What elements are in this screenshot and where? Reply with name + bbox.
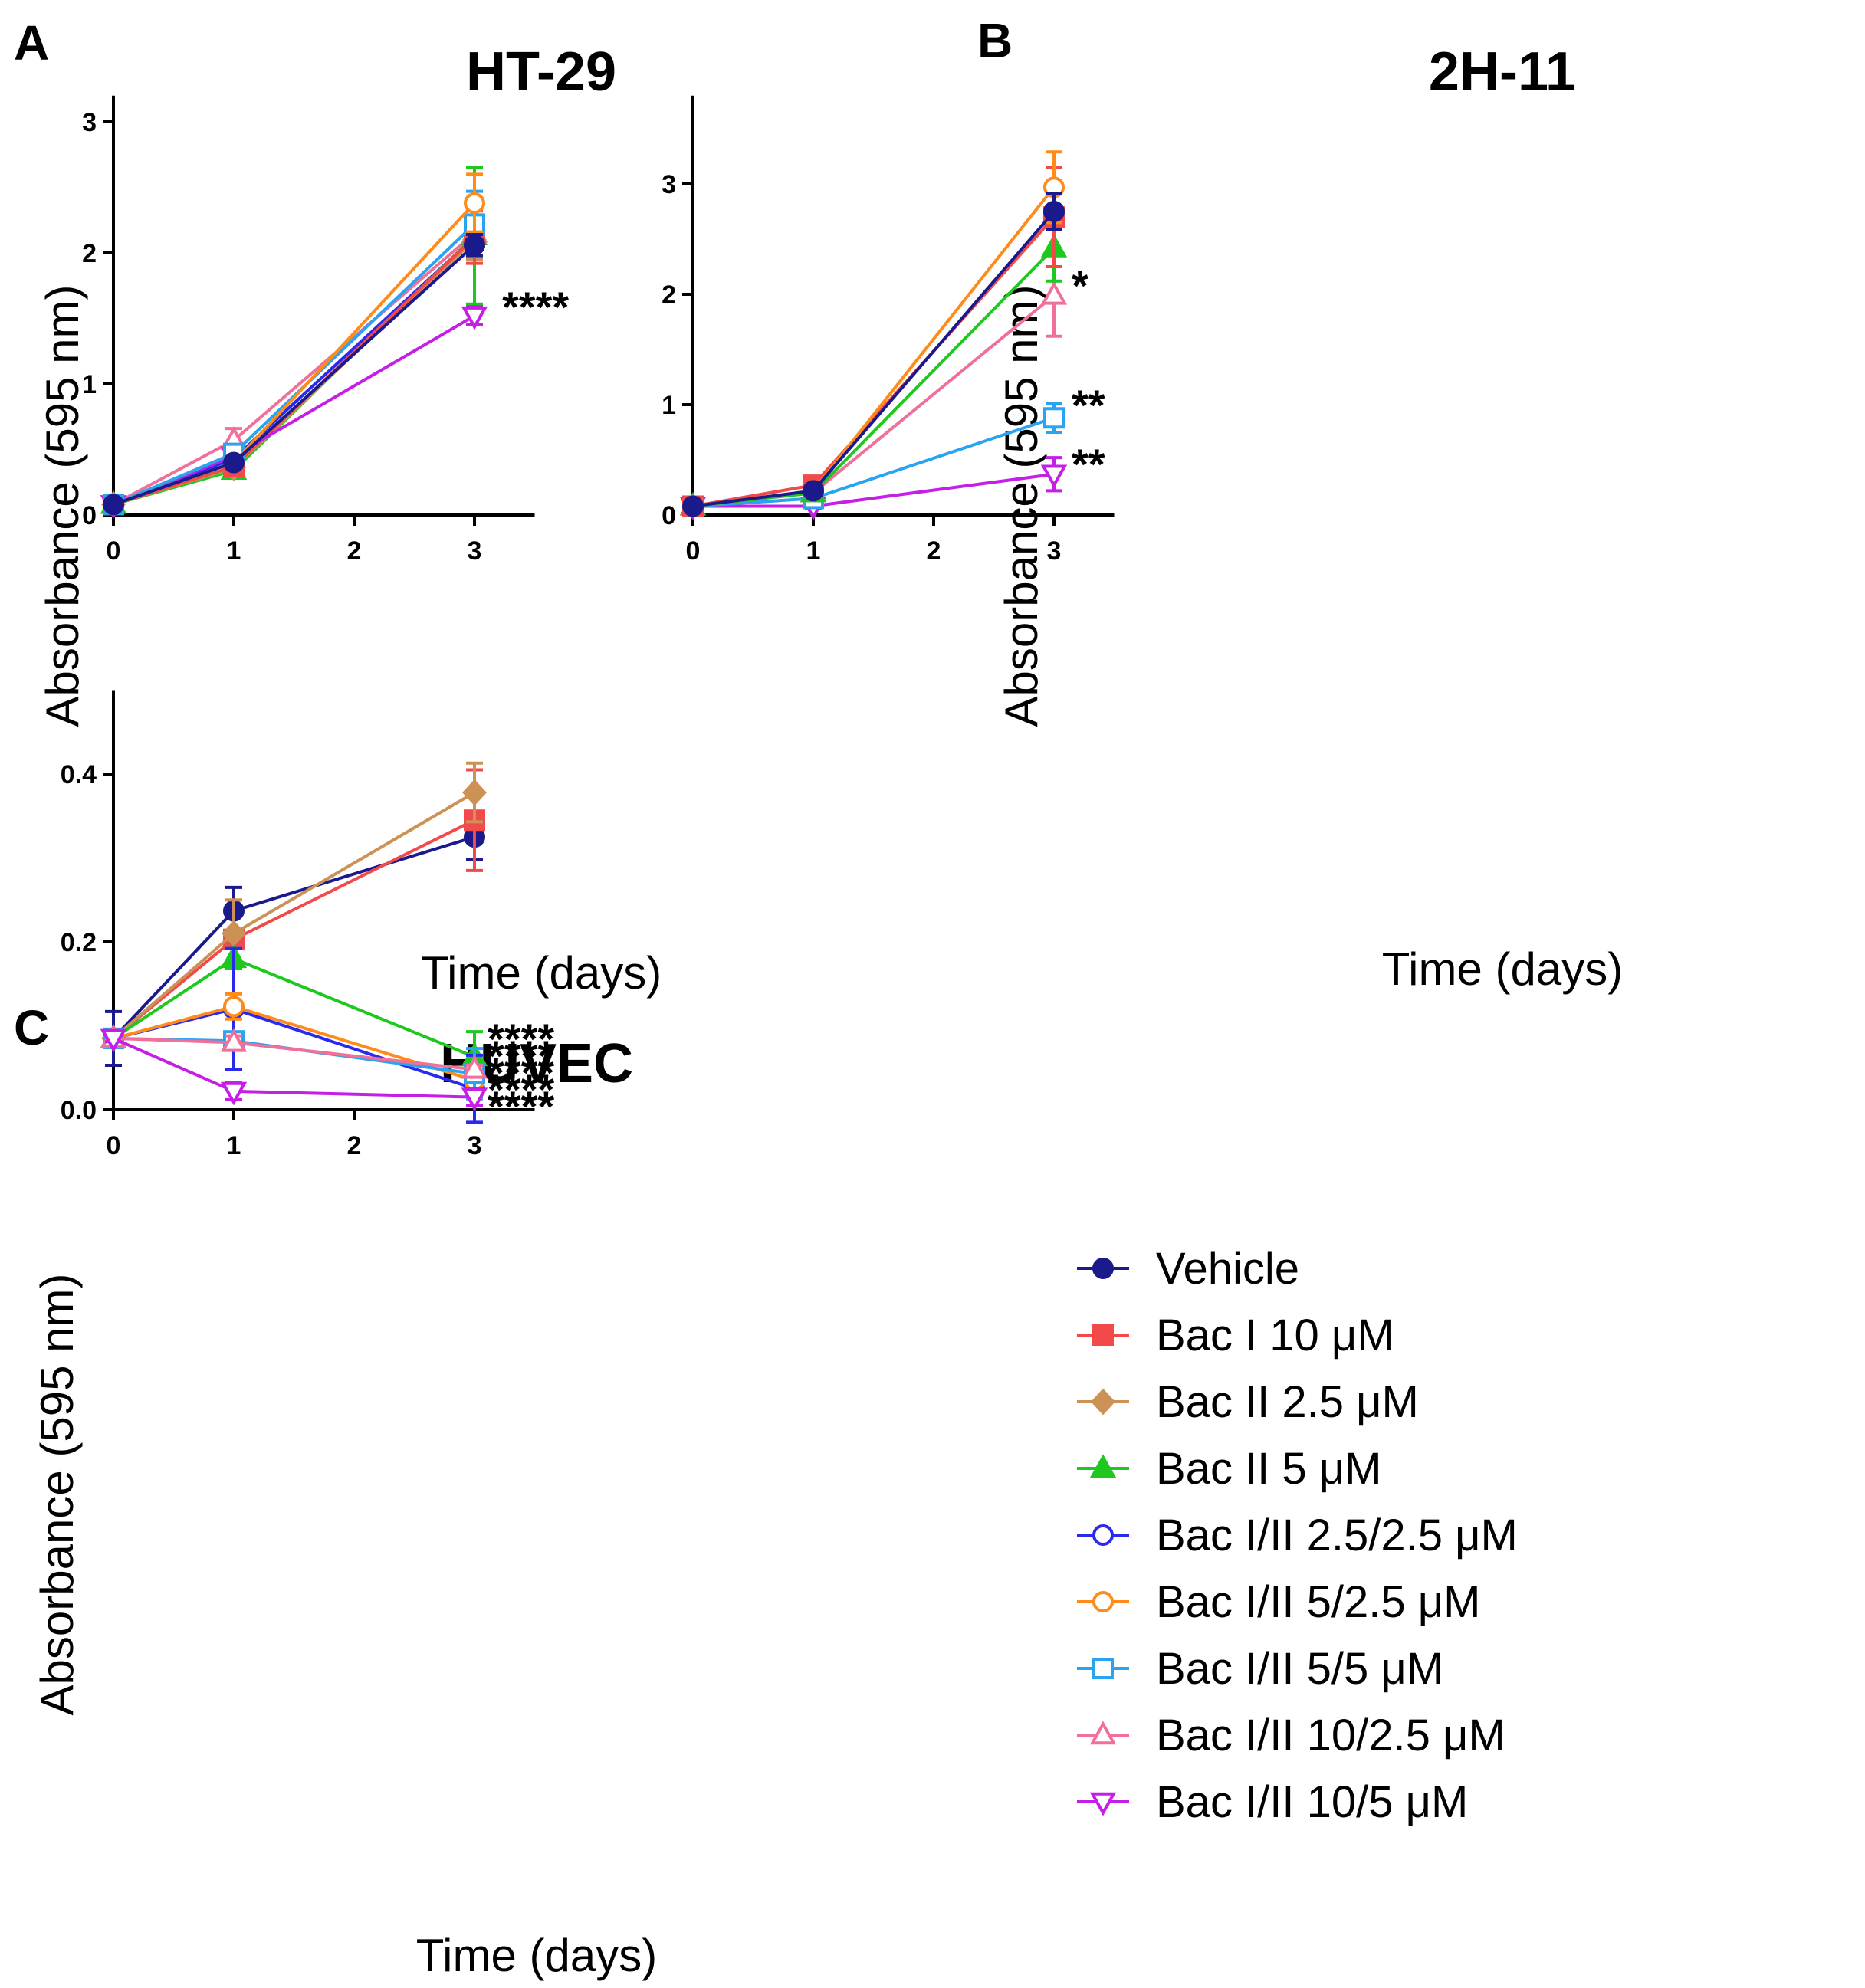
panel-b-chart: B 2H-11 Time (days) Absorbance (595 nm) … bbox=[662, 13, 1623, 995]
panel-c-chart: C HUVEC Time (days) Absorbance (595 nm) … bbox=[14, 690, 657, 1981]
panel-b-y-tick-label: 2 bbox=[662, 280, 676, 310]
panel-b-significance-2: ** bbox=[1072, 381, 1105, 429]
panel-c-y-axis-label: Absorbance (595 nm) bbox=[31, 1274, 83, 1716]
legend-item-bac-ii-2-5-um: Bac II 2.5 μM bbox=[1077, 1377, 1419, 1427]
panel-c-y-tick-label: 0.0 bbox=[61, 1096, 97, 1125]
legend-item-bac-i-ii-5-5-um: Bac I/II 5/5 μM bbox=[1077, 1644, 1443, 1694]
data-point bbox=[1040, 280, 1068, 305]
data-point bbox=[220, 1028, 248, 1052]
legend-label: Bac II 5 μM bbox=[1156, 1444, 1382, 1494]
panel-c-significance-5: **** bbox=[488, 1082, 554, 1130]
data-point bbox=[462, 779, 487, 806]
panel-b-y-tick-label: 0 bbox=[662, 501, 676, 530]
legend-item-vehicle: Vehicle bbox=[1077, 1244, 1299, 1294]
data-point bbox=[1040, 464, 1068, 489]
panel-c-significance-3: **** bbox=[488, 1048, 554, 1097]
panel-b-significance-1: * bbox=[1072, 261, 1088, 310]
legend-item-bac-i-10-um: Bac I 10 μM bbox=[1077, 1311, 1394, 1360]
data-point bbox=[464, 192, 485, 215]
panel-a-y-tick-label: 1 bbox=[82, 370, 97, 399]
data-point bbox=[682, 495, 704, 517]
panel-a-series-vehicle bbox=[103, 233, 485, 516]
panel-b-x-tick-label: 0 bbox=[686, 536, 701, 566]
data-point bbox=[100, 1028, 127, 1053]
legend-item-bac-i-ii-10-5-um: Bac I/II 10/5 μM bbox=[1077, 1777, 1468, 1827]
legend-label: Bac II 2.5 μM bbox=[1156, 1377, 1419, 1427]
panel-a-x-axis-label: Time (days) bbox=[421, 947, 662, 999]
panel-b-series-vehicle bbox=[682, 192, 1065, 517]
data-point bbox=[223, 451, 245, 474]
panel-b-y-tick-label: 1 bbox=[662, 391, 676, 420]
legend-marker bbox=[1092, 1524, 1114, 1546]
panel-c-x-axis-label: Time (days) bbox=[416, 1930, 657, 1981]
data-point bbox=[803, 480, 824, 502]
legend-marker bbox=[1092, 1591, 1114, 1612]
panel-a-letter: A bbox=[14, 15, 49, 71]
panel-a-title: HT-29 bbox=[466, 41, 616, 103]
legend-item-bac-i-ii-5-2-5-um: Bac I/II 5/2.5 μM bbox=[1077, 1577, 1480, 1627]
legend: Vehicle Bac I 10 μM Bac II 2.5 μM Bac II 5 … bbox=[1077, 1244, 1518, 1827]
data-point bbox=[461, 306, 488, 330]
panel-c-significance-2: **** bbox=[488, 1032, 554, 1080]
legend-label: Bac I/II 2.5/2.5 μM bbox=[1156, 1511, 1518, 1560]
legend-marker bbox=[1092, 1324, 1114, 1346]
panel-b-y-axis-label: Absorbance (595 nm) bbox=[996, 285, 1047, 727]
panel-b-x-tick-label: 3 bbox=[1047, 536, 1062, 566]
panel-a-y-axis-label: Absorbance (595 nm) bbox=[37, 285, 88, 727]
data-point bbox=[461, 1055, 488, 1079]
panel-a-significance-1: **** bbox=[502, 283, 569, 331]
panel-a-x-tick-label: 0 bbox=[107, 536, 121, 566]
panel-c-x-tick-label: 0 bbox=[107, 1131, 121, 1160]
data-point bbox=[1043, 201, 1065, 222]
data-point bbox=[220, 1081, 248, 1106]
panel-a-x-tick-label: 1 bbox=[227, 536, 241, 566]
data-point bbox=[223, 996, 245, 1018]
legend-label: Bac I/II 10/5 μM bbox=[1156, 1777, 1468, 1827]
panel-a-y-tick-label: 2 bbox=[82, 239, 97, 268]
legend-marker bbox=[1089, 1792, 1117, 1816]
legend-item-bac-i-ii-10-2-5-um: Bac I/II 10/2.5 μM bbox=[1077, 1711, 1505, 1760]
panel-c-y-tick-label: 0.2 bbox=[61, 928, 97, 957]
legend-marker bbox=[1092, 1658, 1114, 1679]
panel-b-x-axis-label: Time (days) bbox=[1382, 943, 1623, 995]
legend-item-bac-i-ii-2-5-2-5-um: Bac I/II 2.5/2.5 μM bbox=[1077, 1511, 1518, 1560]
legend-marker bbox=[1092, 1258, 1114, 1279]
data-point bbox=[464, 234, 485, 256]
legend-label: Bac I/II 10/2.5 μM bbox=[1156, 1711, 1505, 1760]
panel-a-chart: A HT-29 Time (days) Absorbance (595 nm) … bbox=[14, 15, 662, 999]
panel-c-significance-4: **** bbox=[488, 1065, 554, 1114]
legend-label: Bac I/II 5/2.5 μM bbox=[1156, 1577, 1480, 1627]
data-point bbox=[1043, 407, 1065, 429]
panel-b-x-tick-label: 1 bbox=[806, 536, 821, 566]
data-point bbox=[461, 1087, 488, 1112]
panel-b-x-tick-label: 2 bbox=[927, 536, 941, 566]
panel-c-x-tick-label: 2 bbox=[347, 1131, 362, 1160]
legend-label: Bac I/II 5/5 μM bbox=[1156, 1644, 1443, 1694]
panel-b-y-tick-label: 3 bbox=[662, 170, 676, 199]
data-point bbox=[103, 494, 124, 516]
panel-a-y-tick-label: 0 bbox=[82, 501, 97, 530]
panel-a-x-tick-label: 2 bbox=[347, 536, 362, 566]
panel-b-title: 2H-11 bbox=[1429, 41, 1576, 103]
panel-c-y-tick-label: 0.4 bbox=[61, 760, 97, 789]
legend-label: Bac I 10 μM bbox=[1156, 1311, 1394, 1360]
panel-a-y-tick-label: 3 bbox=[82, 108, 97, 137]
legend-marker bbox=[1089, 1721, 1117, 1745]
panel-c-x-tick-label: 3 bbox=[468, 1131, 482, 1160]
panel-b-significance-3: ** bbox=[1072, 440, 1105, 488]
panel-b-letter: B bbox=[977, 13, 1013, 68]
legend-marker bbox=[1091, 1388, 1115, 1416]
panel-c-significance-1: **** bbox=[488, 1015, 554, 1063]
panel-c-letter: C bbox=[14, 1000, 49, 1055]
panel-c-x-tick-label: 1 bbox=[227, 1131, 241, 1160]
legend-item-bac-ii-5-um: Bac II 5 μM bbox=[1077, 1444, 1382, 1494]
legend-marker bbox=[1089, 1454, 1117, 1478]
panel-c-series-bac-i-ii-10-5-um bbox=[100, 1028, 488, 1112]
legend-label: Vehicle bbox=[1156, 1244, 1299, 1294]
panel-a-x-tick-label: 3 bbox=[468, 536, 482, 566]
